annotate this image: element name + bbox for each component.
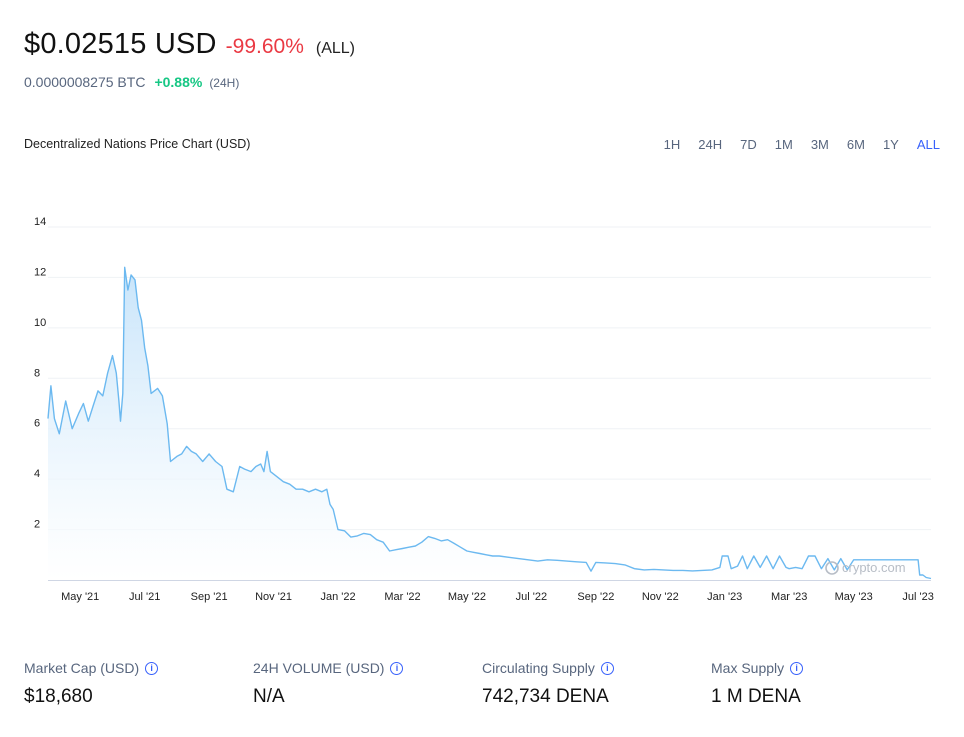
range-tab-1y[interactable]: 1Y bbox=[882, 137, 899, 152]
x-tick-label: Jul '22 bbox=[516, 591, 547, 603]
x-tick-label: May '21 bbox=[61, 591, 99, 603]
range-tab-7d[interactable]: 7D bbox=[740, 137, 757, 152]
chart-title: Decentralized Nations Price Chart (USD) bbox=[24, 137, 251, 151]
y-tick-label: 6 bbox=[34, 418, 40, 430]
price-summary: $0.02515 USD -99.60% (ALL) bbox=[24, 28, 355, 61]
price-series-line bbox=[47, 266, 932, 580]
x-tick-label: Jul '21 bbox=[129, 591, 160, 603]
btc-price-summary: 0.0000008275 BTC +0.88% (24H) bbox=[24, 74, 239, 90]
stat-label: Max Supply i bbox=[711, 660, 940, 676]
info-icon[interactable]: i bbox=[145, 661, 159, 675]
stat-value: 742,734 DENA bbox=[482, 686, 609, 707]
y-tick-label: 12 bbox=[34, 266, 46, 278]
price-chart: crypto.com 2 4 6 8 10 12 14 May '21 Jul '21 Sep '… bbox=[34, 216, 934, 603]
current-price: $0.02515 USD bbox=[24, 28, 217, 60]
price-change-percent: -99.60% bbox=[225, 35, 304, 58]
btc-change-period: (24H) bbox=[209, 76, 240, 90]
stat-item: 24H VOLUME (USD) i N/A bbox=[253, 660, 482, 708]
y-tick-label: 10 bbox=[34, 317, 46, 329]
market-stats: Market Cap (USD) i $18,680 24H VOLUME (USD)… bbox=[24, 660, 940, 708]
time-range-tabs: 1H 24H 7D 1M 3M 6M 1Y ALL bbox=[646, 137, 940, 152]
stat-label: Circulating Supply i bbox=[482, 660, 711, 676]
stat-value: N/A bbox=[253, 686, 285, 707]
y-tick-label: 8 bbox=[34, 367, 40, 379]
x-tick-label: Mar '22 bbox=[384, 591, 420, 603]
crypto-logo-icon bbox=[825, 561, 839, 575]
stat-label-text: Market Cap (USD) bbox=[24, 660, 140, 676]
stat-item: Circulating Supply i 742,734 DENA bbox=[482, 660, 711, 708]
x-tick-label: Nov '22 bbox=[642, 591, 679, 603]
price-change-period: (ALL) bbox=[315, 40, 355, 57]
info-icon[interactable]: i bbox=[790, 661, 804, 675]
stat-label: 24H VOLUME (USD) i bbox=[253, 660, 482, 676]
x-tick-label: Jul '23 bbox=[902, 591, 933, 603]
stat-label-text: 24H VOLUME (USD) bbox=[253, 660, 385, 676]
y-tick-label: 14 bbox=[34, 216, 46, 228]
range-tab-6m[interactable]: 6M bbox=[846, 137, 865, 152]
stat-value: $18,680 bbox=[24, 686, 93, 707]
x-tick-label: Nov '21 bbox=[255, 591, 292, 603]
x-tick-label: Jan '23 bbox=[707, 591, 742, 603]
range-tab-1m[interactable]: 1M bbox=[774, 137, 793, 152]
btc-change-percent: +0.88% bbox=[154, 74, 203, 90]
range-tab-24h[interactable]: 24H bbox=[698, 137, 723, 152]
x-tick-label: May '22 bbox=[448, 591, 486, 603]
stat-label-text: Max Supply bbox=[711, 660, 785, 676]
info-icon[interactable]: i bbox=[390, 661, 404, 675]
range-tab-1h[interactable]: 1H bbox=[663, 137, 681, 152]
x-tick-label: May '23 bbox=[835, 591, 873, 603]
y-tick-label: 4 bbox=[34, 468, 40, 480]
btc-price: 0.0000008275 BTC bbox=[24, 74, 146, 90]
price-area-fill bbox=[48, 267, 931, 580]
range-tab-all[interactable]: ALL bbox=[916, 137, 940, 152]
x-tick-label: Mar '23 bbox=[771, 591, 807, 603]
stat-item: Market Cap (USD) i $18,680 bbox=[24, 660, 253, 708]
stat-label-text: Circulating Supply bbox=[482, 660, 595, 676]
stat-label: Market Cap (USD) i bbox=[24, 660, 253, 676]
range-tab-3m[interactable]: 3M bbox=[810, 137, 829, 152]
x-tick-label: Sep '21 bbox=[191, 591, 228, 603]
chart-watermark: crypto.com bbox=[842, 560, 906, 575]
x-tick-label: Jan '22 bbox=[320, 591, 355, 603]
y-tick-label: 2 bbox=[34, 519, 40, 531]
stat-item: Max Supply i 1 M DENA bbox=[711, 660, 940, 708]
x-tick-label: Sep '22 bbox=[577, 591, 614, 603]
info-icon[interactable]: i bbox=[600, 661, 614, 675]
stat-value: 1 M DENA bbox=[711, 686, 801, 707]
